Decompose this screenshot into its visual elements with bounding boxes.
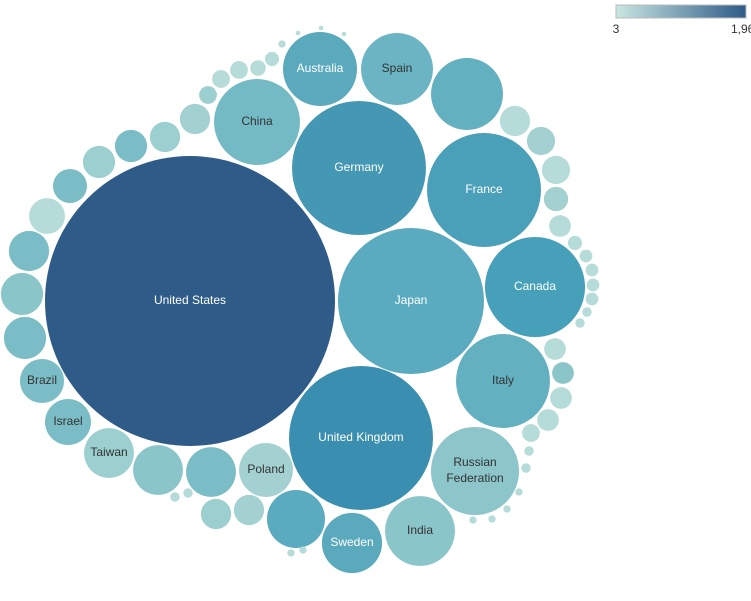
bubble	[295, 30, 301, 36]
bubble	[52, 168, 88, 204]
bubble	[537, 409, 559, 431]
bubble	[515, 488, 523, 496]
bubble	[289, 366, 433, 510]
bubble	[341, 31, 347, 37]
bubble	[582, 307, 592, 317]
bubble	[337, 227, 485, 375]
color-legend-bar	[615, 4, 747, 19]
bubble	[456, 334, 550, 428]
bubble	[29, 198, 65, 234]
bubble	[233, 494, 265, 526]
bubble	[239, 443, 293, 497]
bubble	[200, 498, 232, 530]
bubble-label: Canada	[514, 279, 556, 293]
legend-tick-label: 3	[613, 22, 620, 36]
legend-tick-label: 1,965	[731, 22, 751, 36]
bubble	[521, 463, 531, 473]
bubble	[522, 424, 540, 442]
bubble	[469, 516, 477, 524]
bubble	[45, 156, 335, 446]
bubble	[549, 215, 571, 237]
bubble-label: Germany	[334, 160, 383, 174]
bubble	[287, 549, 295, 557]
bubble	[179, 103, 211, 135]
bubble	[585, 263, 599, 277]
bubble	[114, 129, 148, 163]
bubble	[0, 272, 44, 316]
bubble	[183, 488, 193, 498]
bubble-label: United States	[154, 293, 226, 307]
bubble	[199, 86, 217, 104]
bubble	[278, 40, 286, 48]
bubble	[299, 546, 307, 554]
bubble-label: Australia	[297, 61, 344, 75]
bubble-label: Poland	[247, 462, 284, 476]
bubble-label: China	[241, 114, 273, 128]
bubble	[431, 58, 503, 130]
bubble	[361, 33, 433, 105]
bubble	[266, 489, 326, 549]
bubble	[544, 338, 566, 360]
bubble	[427, 133, 541, 247]
bubble	[264, 51, 280, 67]
bubble	[488, 515, 496, 523]
bubble	[484, 236, 586, 338]
bubble-label: Japan	[395, 293, 428, 307]
bubble	[8, 230, 50, 272]
bubble	[19, 358, 65, 404]
bubble	[212, 70, 230, 88]
bubble	[575, 318, 585, 328]
bubble	[499, 105, 531, 137]
bubble	[292, 101, 426, 235]
bubble	[552, 362, 574, 384]
bubble-label: Spain	[382, 61, 413, 75]
bubble	[550, 387, 572, 409]
bubble-label: Russian Federation	[446, 455, 503, 485]
bubble-label: Sweden	[330, 535, 373, 549]
bubble-label: United Kingdom	[318, 430, 403, 444]
bubble-label: India	[407, 523, 433, 537]
bubble	[133, 445, 183, 495]
bubble	[318, 25, 324, 31]
bubble	[585, 292, 599, 306]
bubble	[579, 249, 593, 263]
bubble	[45, 399, 91, 445]
bubble	[567, 235, 583, 251]
bubble-label: France	[465, 182, 503, 196]
bubble	[230, 61, 248, 79]
bubble	[214, 79, 300, 165]
bubble-label: Brazil	[27, 373, 57, 387]
bubble	[170, 492, 180, 502]
bubble	[385, 496, 455, 566]
bubble	[250, 60, 266, 76]
bubble	[524, 446, 534, 456]
bubble	[543, 186, 569, 212]
bubble	[430, 426, 520, 516]
bubble	[503, 505, 511, 513]
bubble	[149, 121, 181, 153]
bubble	[283, 32, 357, 106]
bubble	[321, 512, 383, 574]
bubble-label: Taiwan	[90, 445, 127, 459]
bubble	[3, 316, 47, 360]
bubble	[541, 155, 571, 185]
bubble	[84, 428, 134, 478]
bubble-label: Italy	[492, 373, 514, 387]
bubble	[82, 145, 116, 179]
bubble	[186, 447, 236, 497]
bubble	[586, 278, 600, 292]
bubble-label: Israel	[53, 414, 82, 428]
bubble	[526, 126, 556, 156]
